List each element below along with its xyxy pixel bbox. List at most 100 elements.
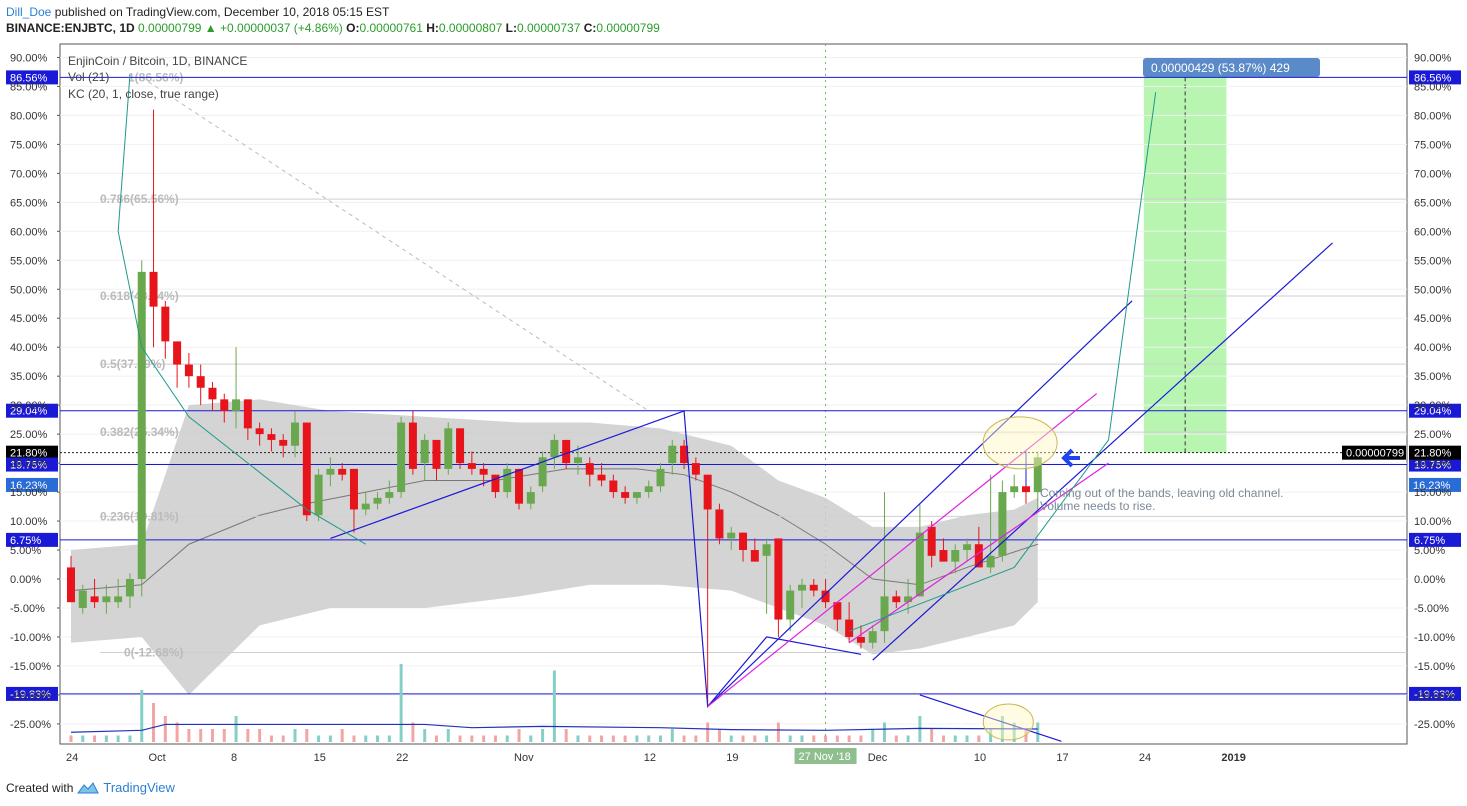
candle-body [538, 457, 547, 487]
candle-body [845, 619, 854, 637]
volume-bar [635, 735, 639, 742]
candle-body [939, 550, 948, 562]
volume-bar [69, 735, 73, 742]
candle-body [467, 463, 476, 469]
y-tick-left: -10.00% [10, 632, 51, 644]
candle-body [515, 468, 524, 504]
up-arrow-icon: ▲ [204, 21, 217, 35]
volume-bar [552, 670, 556, 742]
candle-body [680, 445, 689, 464]
tradingview-brand[interactable]: TradingView [103, 780, 175, 795]
y-tick-right: 55.00% [1414, 255, 1452, 267]
candle-body [998, 492, 1007, 556]
candle-body [196, 376, 205, 388]
high-label: H: [426, 21, 439, 35]
volume-bar [411, 722, 415, 742]
level-label-left-bg [6, 686, 58, 701]
candle-body [125, 579, 134, 597]
volume-bar [717, 729, 721, 742]
level-label-right: 86.56% [1414, 72, 1452, 84]
candle-body [739, 532, 748, 551]
y-tick-left: 15.00% [10, 487, 48, 499]
volume-bar [906, 735, 910, 742]
fib-label: 0.786(65.56%) [100, 192, 179, 206]
y-tick-right: 70.00% [1414, 168, 1452, 180]
volume-bar [588, 735, 592, 742]
y-tick-right: 15.00% [1414, 487, 1452, 499]
candle-body [963, 544, 972, 551]
volume-bar [152, 703, 156, 742]
volume-bar [458, 735, 462, 742]
volume-bar [776, 722, 780, 742]
x-tick-label: Dec [868, 752, 888, 764]
candle-body [173, 341, 182, 365]
x-tick-label: 24 [66, 752, 78, 764]
volume-bar [824, 735, 828, 742]
channel-upper-line [707, 300, 1133, 707]
x-tick-label: 8 [231, 752, 237, 764]
candle-body [880, 596, 889, 632]
candle-body [951, 550, 960, 562]
volume-bar [210, 729, 214, 742]
x-tick-label: 15 [314, 752, 326, 764]
y-tick-left: 55.00% [10, 255, 48, 267]
kc-value-label-bg [6, 477, 58, 492]
highlight-ellipse-volume [982, 703, 1034, 741]
volume-bar [199, 729, 203, 742]
level-label-right: 6.75% [1414, 535, 1445, 547]
footer: Created with TradingView [6, 780, 175, 795]
y-tick-right: 30.00% [1414, 400, 1452, 412]
volume-bar [847, 735, 851, 742]
volume-bar [800, 735, 804, 742]
x-tick-label: 17 [1056, 752, 1068, 764]
horizontal-levels: 86.56% 86.56%29.04% 29.04%21.80%19.75% 19.7… [6, 70, 1461, 701]
legend-title: EnjinCoin / Bitcoin, 1D, BINANCE [68, 54, 247, 68]
level-label-right-bg [1409, 686, 1461, 701]
volume-bar [93, 735, 97, 742]
volume-bar [387, 735, 391, 742]
candle-body [456, 428, 465, 464]
y-tick-left: 35.00% [10, 371, 48, 383]
volume-bars [69, 664, 1040, 742]
candle-body [609, 480, 618, 493]
level-label-right-bg [1409, 70, 1461, 85]
y-tick-right: -20.00% [1414, 690, 1455, 702]
candle-body [703, 474, 712, 510]
candle-body [184, 364, 193, 377]
plot-frame [59, 43, 1408, 745]
candle-body [503, 468, 512, 493]
volume-bar [965, 735, 969, 742]
volume-bar [116, 735, 120, 742]
level-label-left: 6.75% [10, 535, 41, 547]
y-tick-left: 70.00% [10, 168, 48, 180]
candle-body [585, 463, 594, 475]
candle-body [644, 486, 653, 493]
candle-body [102, 596, 111, 603]
volume-bar [234, 716, 238, 742]
volume-bar [222, 729, 226, 742]
candle-body [432, 439, 441, 469]
y-tick-left: 25.00% [10, 429, 48, 441]
y-tick-right: 45.00% [1414, 313, 1452, 325]
volume-bar [953, 735, 957, 742]
candle-body [137, 271, 146, 579]
volume-bar [305, 729, 309, 742]
fib-label: 0(-12.68%) [124, 645, 183, 659]
y-tick-left: -20.00% [10, 690, 51, 702]
y-tick-right: 65.00% [1414, 197, 1452, 209]
candle-body [715, 509, 724, 539]
chart-header: Dill_Doe published on TradingView.com, D… [6, 4, 660, 36]
volume-bar [529, 735, 533, 742]
candle-body [208, 387, 217, 400]
volume-bar [623, 735, 627, 742]
author-link[interactable]: Dill_Doe [6, 5, 52, 19]
candle-body [632, 492, 641, 498]
candle-body [491, 474, 500, 493]
level-label-right-bg [1409, 457, 1461, 472]
volume-bar [812, 735, 816, 742]
volume-bar [493, 735, 497, 742]
level-label-left: 86.56% [10, 72, 48, 84]
volume-bar [564, 729, 568, 742]
candle-body [691, 463, 700, 475]
